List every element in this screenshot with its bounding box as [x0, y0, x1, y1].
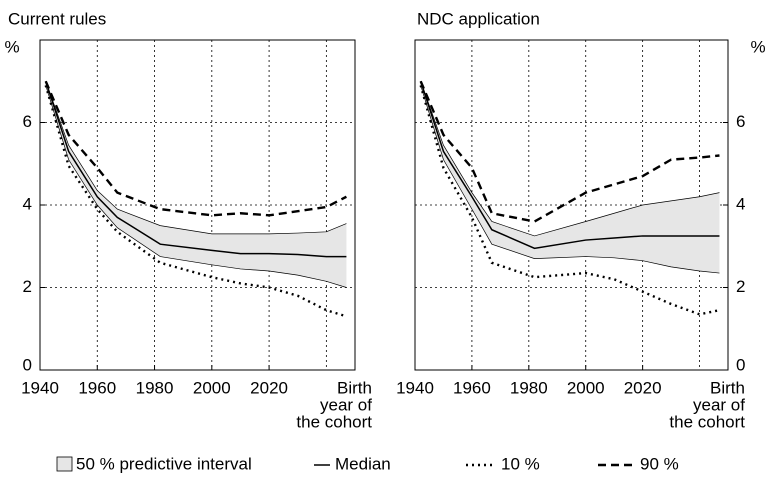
x-tick-label: 1980: [510, 378, 548, 397]
band-edge: [420, 81, 720, 237]
y-tick-label: 0: [736, 355, 745, 374]
band-edge: [45, 81, 347, 235]
x-tick-label: 2000: [193, 378, 231, 397]
panel-title: Current rules: [8, 9, 106, 28]
legend-swatch: [56, 456, 73, 472]
legend-label: 90 %: [640, 454, 679, 473]
y-tick-label: 0: [23, 355, 32, 374]
x-tick-label: 1940: [21, 378, 59, 397]
y-tick-label: 4: [23, 194, 32, 213]
legend-label: 50 % predictive interval: [76, 454, 252, 473]
x-tick-label: 2020: [624, 378, 662, 397]
band-edge: [420, 85, 720, 274]
band-edge: [45, 85, 347, 288]
y-tick-label: 2: [23, 277, 32, 296]
y-tick-label: 2: [736, 277, 745, 296]
x-tick-label: 1960: [78, 378, 116, 397]
series-line: [419, 85, 720, 316]
x-axis-label: year of: [320, 395, 372, 414]
y-tick-label: 4: [736, 194, 745, 213]
x-axis-label: the cohort: [296, 412, 372, 431]
predictive-band: [45, 81, 347, 288]
y-tick-label: 6: [23, 112, 32, 131]
legend-label: Median: [335, 454, 391, 473]
x-tick-label: 2000: [567, 378, 605, 397]
plot-frame: [39, 39, 356, 371]
series-line: [419, 81, 720, 250]
x-axis-label: the cohort: [669, 412, 745, 431]
x-tick-label: 2020: [250, 378, 288, 397]
x-tick-label: 1960: [453, 378, 491, 397]
series-line: [45, 81, 347, 258]
panel-title: NDC application: [417, 9, 540, 28]
x-tick-label: 1980: [136, 378, 174, 397]
x-tick-label: 1940: [396, 378, 434, 397]
x-axis-label: Birth: [710, 378, 745, 397]
series-line: [419, 80, 720, 223]
legend-label: 10 %: [501, 454, 540, 473]
x-axis-label: year of: [693, 395, 745, 414]
y-axis-label: %: [4, 37, 19, 56]
series-line: [44, 80, 347, 217]
series-line: [44, 85, 347, 318]
predictive-band: [420, 81, 720, 274]
x-axis-label: Birth: [337, 378, 372, 397]
y-axis-label: %: [750, 37, 765, 56]
y-tick-label: 6: [736, 112, 745, 131]
